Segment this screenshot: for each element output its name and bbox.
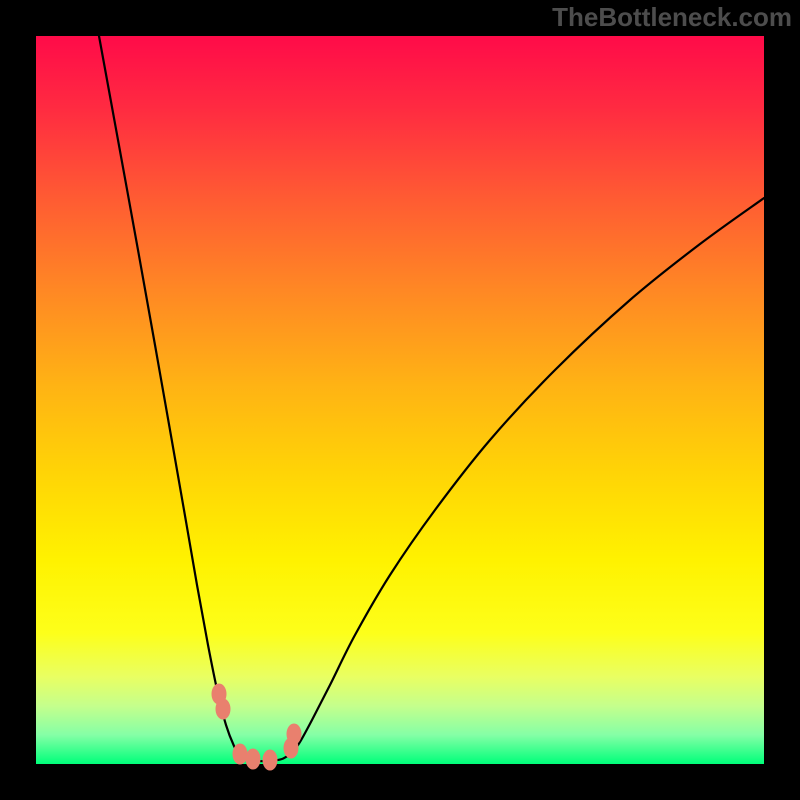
curve-marker — [287, 724, 301, 744]
curve-marker — [263, 750, 277, 770]
curve-marker — [216, 699, 230, 719]
watermark-text: TheBottleneck.com — [552, 2, 792, 33]
curve-marker — [246, 749, 260, 769]
plot-area — [36, 36, 764, 764]
curve-marker — [233, 744, 247, 764]
bottleneck-chart — [0, 0, 800, 800]
